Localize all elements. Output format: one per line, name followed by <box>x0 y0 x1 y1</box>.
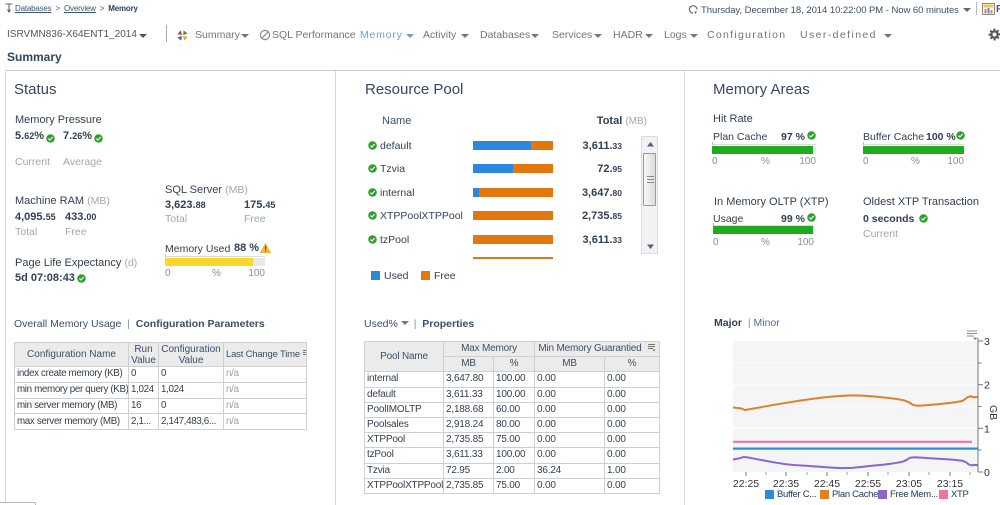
svg-text:22:35: 22:35 <box>773 478 799 490</box>
svg-text:1: 1 <box>984 423 990 435</box>
svg-text:22:45: 22:45 <box>814 478 840 490</box>
svg-text:22:25: 22:25 <box>733 478 759 490</box>
svg-text:23:15: 23:15 <box>937 478 963 490</box>
svg-text:23:05: 23:05 <box>896 478 922 490</box>
svg-text:3: 3 <box>984 336 990 348</box>
svg-text:2: 2 <box>984 380 990 392</box>
svg-text:22:55: 22:55 <box>855 478 881 490</box>
svg-text:0: 0 <box>984 467 990 479</box>
svg-text:GB: GB <box>987 405 999 420</box>
